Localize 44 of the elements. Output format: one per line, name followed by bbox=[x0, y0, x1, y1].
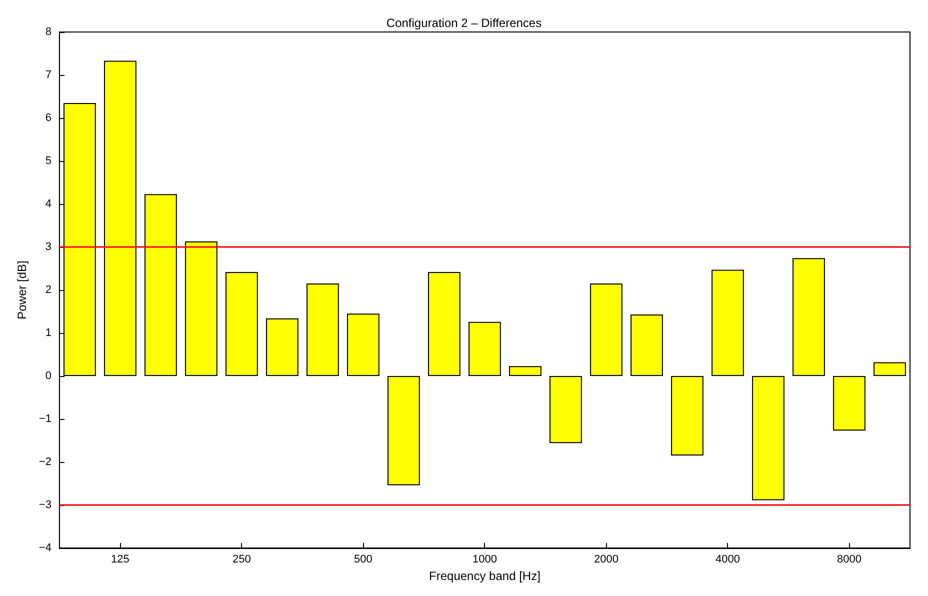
y-tick-label: 5 bbox=[45, 155, 52, 167]
y-tick-label: 2 bbox=[45, 284, 52, 296]
y-tick-label: 8 bbox=[45, 26, 52, 38]
bar bbox=[712, 270, 744, 376]
y-tick-label: −4 bbox=[38, 542, 52, 554]
y-tick-label: 0 bbox=[45, 370, 52, 382]
bar bbox=[468, 322, 501, 376]
bar bbox=[752, 376, 784, 500]
x-tick-label: 250 bbox=[232, 554, 251, 566]
bar bbox=[388, 376, 420, 486]
bar bbox=[63, 102, 96, 376]
x-axis-title: Frequency band [Hz] bbox=[429, 568, 540, 583]
y-tick-label: −1 bbox=[38, 413, 52, 425]
bar bbox=[590, 284, 622, 376]
bar bbox=[266, 318, 298, 376]
bar bbox=[104, 60, 136, 376]
chart-title: Configuration 2 – Differences bbox=[386, 16, 542, 30]
bar bbox=[226, 272, 258, 376]
bar bbox=[347, 314, 380, 376]
bar bbox=[428, 272, 460, 376]
bar bbox=[306, 284, 339, 376]
y-tick-label: 7 bbox=[45, 69, 52, 81]
y-tick-label: −3 bbox=[38, 499, 52, 511]
bar bbox=[144, 194, 177, 376]
bar bbox=[874, 362, 906, 376]
bar bbox=[185, 241, 218, 376]
x-tick-label: 125 bbox=[111, 554, 130, 566]
bar bbox=[792, 258, 825, 376]
y-tick-label: 3 bbox=[45, 241, 52, 253]
bar bbox=[550, 376, 582, 444]
x-tick-label: 2000 bbox=[594, 554, 618, 566]
y-tick-label: 1 bbox=[45, 327, 52, 339]
y-tick-label: −2 bbox=[38, 456, 52, 468]
y-tick-label: 4 bbox=[45, 198, 52, 210]
x-tick-label: 4000 bbox=[715, 554, 740, 566]
x-tick-label: 1000 bbox=[472, 554, 497, 566]
bar bbox=[671, 376, 704, 456]
y-axis-title: Power [dB] bbox=[15, 260, 29, 320]
x-tick-label: 8000 bbox=[837, 554, 862, 566]
bar bbox=[509, 366, 542, 376]
x-tick-label: 500 bbox=[354, 554, 372, 566]
bar bbox=[630, 314, 663, 376]
bar bbox=[833, 376, 866, 431]
y-tick-label: 6 bbox=[45, 112, 52, 124]
